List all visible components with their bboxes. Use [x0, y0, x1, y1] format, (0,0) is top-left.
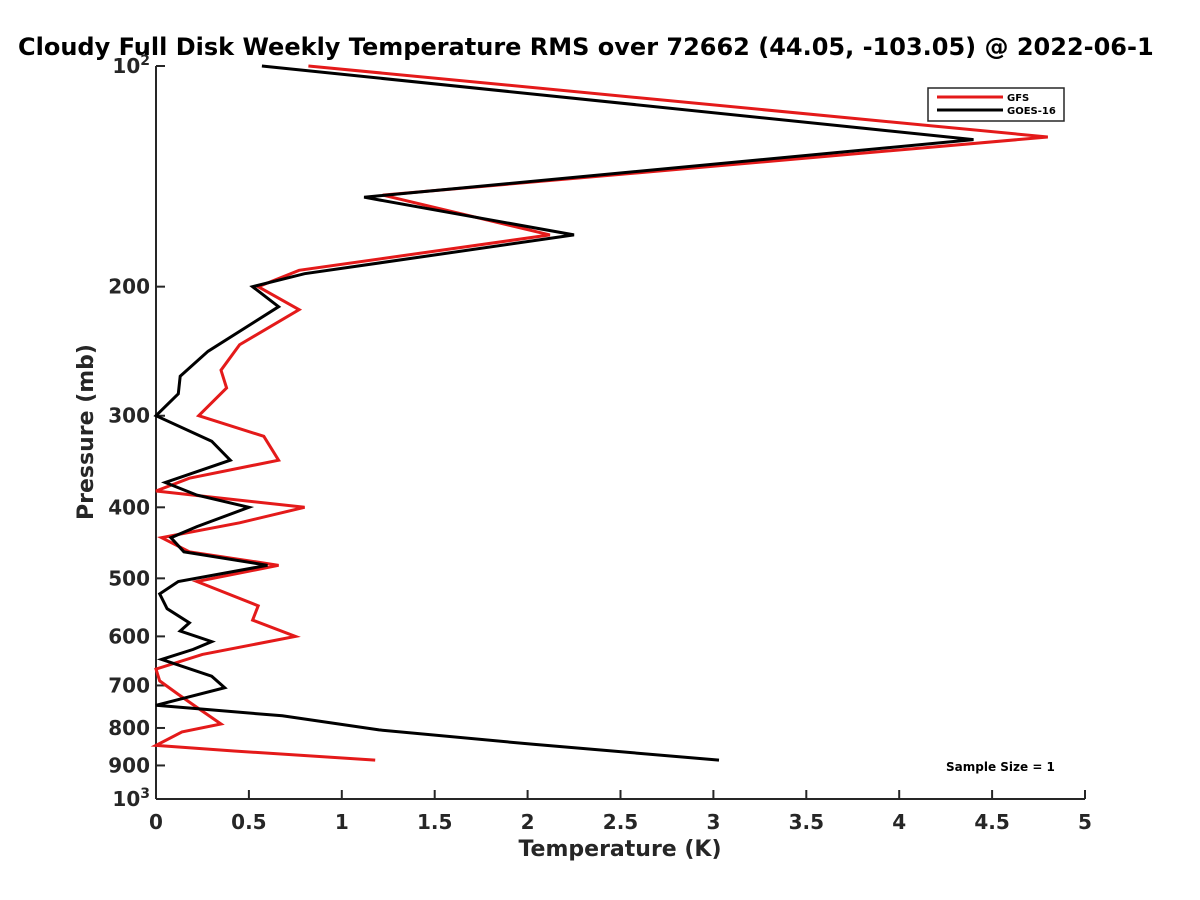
y-tick-label: 700: [108, 673, 150, 697]
legend: GFS GOES-16: [927, 87, 1065, 122]
chart-title: Cloudy Full Disk Weekly Temperature RMS …: [18, 33, 1154, 61]
series-line-goes16: [153, 64, 974, 762]
x-axis-label: Temperature (K): [518, 837, 721, 862]
y-tick-label: 103: [112, 786, 150, 811]
x-tick-label: 4: [892, 810, 906, 834]
x-tick-label: 0.5: [231, 810, 266, 834]
x-tick-label: 0: [149, 810, 163, 834]
series-lines: [150, 64, 1048, 762]
legend-label-goes16: GOES-16: [1007, 106, 1056, 117]
y-axis-label: Pressure (mb): [74, 344, 99, 520]
sample-size-annotation: Sample Size = 1: [946, 760, 1055, 774]
y-tick-label: 900: [108, 753, 150, 777]
x-tick-label: 1: [335, 810, 349, 834]
plot-area: [156, 66, 1085, 799]
y-tick-label: 600: [108, 624, 150, 648]
legend-box: [927, 87, 1065, 122]
x-tick-label: 1.5: [417, 810, 452, 834]
y-tick-label: 800: [108, 716, 150, 740]
x-axis-ticks: 0 0.5 1 1.5 2 2.5 3 3.5 4 4.5 5: [149, 790, 1092, 834]
y-tick-label: 300: [108, 404, 150, 428]
x-tick-label: 3: [706, 810, 720, 834]
x-tick-label: 5: [1078, 810, 1092, 834]
y-axis-ticks: 102 200 300 400 500 600 700 800 900 103: [108, 53, 165, 811]
x-tick-label: 4.5: [974, 810, 1009, 834]
x-tick-label: 2.5: [603, 810, 638, 834]
x-tick-label: 3.5: [789, 810, 824, 834]
x-tick-label: 2: [521, 810, 535, 834]
y-tick-label: 102: [112, 53, 150, 78]
y-tick-label: 200: [108, 275, 150, 299]
legend-label-gfs: GFS: [1007, 93, 1029, 104]
y-tick-label: 400: [108, 495, 150, 519]
y-tick-label: 500: [108, 566, 150, 590]
series-line-gfs: [150, 64, 1048, 762]
